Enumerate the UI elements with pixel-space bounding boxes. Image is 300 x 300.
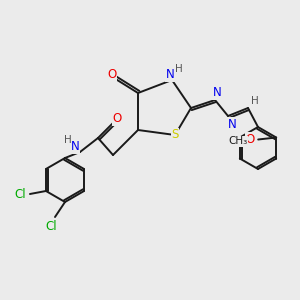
- Text: H: H: [175, 64, 183, 74]
- Text: N: N: [70, 140, 80, 154]
- Text: H: H: [64, 135, 72, 145]
- Text: CH₃: CH₃: [229, 136, 248, 146]
- Text: Cl: Cl: [45, 220, 57, 233]
- Text: S: S: [171, 128, 179, 142]
- Text: O: O: [107, 68, 117, 80]
- Text: H: H: [251, 96, 259, 106]
- Text: O: O: [112, 112, 122, 125]
- Text: O: O: [246, 133, 255, 146]
- Text: N: N: [213, 86, 221, 100]
- Text: Cl: Cl: [14, 188, 26, 202]
- Text: N: N: [166, 68, 174, 82]
- Text: N: N: [228, 118, 236, 130]
